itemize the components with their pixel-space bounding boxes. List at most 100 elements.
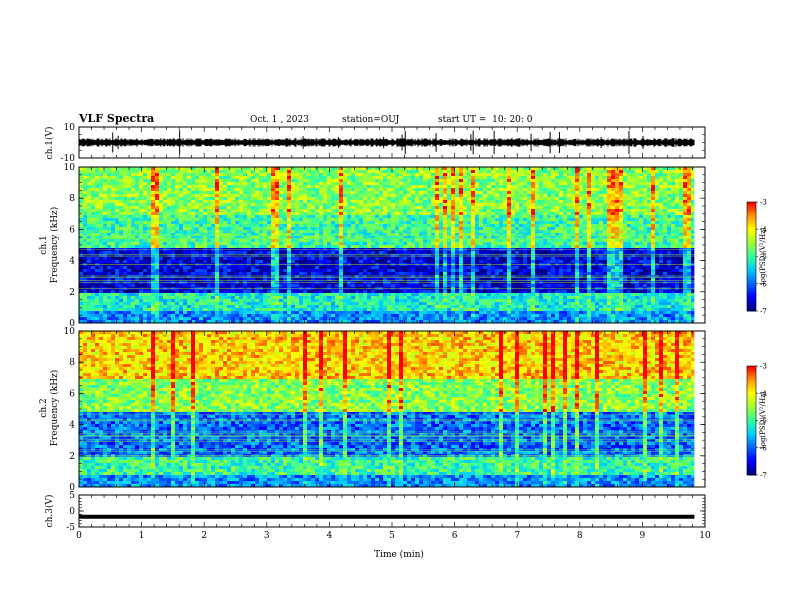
spectrogram-cell xyxy=(175,320,179,323)
spectrogram-cell xyxy=(395,167,399,170)
spectrogram-cell xyxy=(375,203,379,206)
spectrogram-cell xyxy=(227,308,231,311)
spectrogram-cell xyxy=(155,185,159,188)
spectrogram-cell xyxy=(363,173,367,176)
spectrogram-cell xyxy=(275,245,279,248)
spectrogram-cell xyxy=(79,257,83,260)
spectrogram-cell xyxy=(247,269,251,272)
spectrogram-cell xyxy=(279,176,283,179)
spectrogram-cell xyxy=(355,221,359,224)
spectrogram-cell xyxy=(247,191,251,194)
spectrogram-cell xyxy=(171,257,175,260)
spectrogram-cell xyxy=(111,254,115,257)
spectrogram-cell xyxy=(83,188,87,191)
spectrogram-cell xyxy=(199,251,203,254)
spectrogram-cell xyxy=(395,182,399,185)
spectrogram-cell xyxy=(287,251,291,254)
spectrogram-cell xyxy=(315,302,319,305)
spectrogram-cell xyxy=(143,200,147,203)
spectrogram-cell xyxy=(239,179,243,182)
spectrogram-cell xyxy=(95,185,99,188)
spectrogram-cell xyxy=(115,224,119,227)
spectrogram-cell xyxy=(283,260,287,263)
spectrogram-cell xyxy=(247,224,251,227)
spectrogram-cell xyxy=(139,212,143,215)
spectrogram-cell xyxy=(303,269,307,272)
spectrogram-cell xyxy=(183,236,187,239)
spectrogram-cell xyxy=(143,284,147,287)
spectrogram-cell xyxy=(259,308,263,311)
spectrogram-cell xyxy=(375,311,379,314)
spectrogram-cell xyxy=(283,293,287,296)
spectrogram-cell xyxy=(367,200,371,203)
spectrogram-cell xyxy=(343,182,347,185)
spectrogram-cell xyxy=(123,257,127,260)
spectrogram-cell xyxy=(307,176,311,179)
spectrogram-cell xyxy=(231,188,235,191)
spectrogram-cell xyxy=(287,179,291,182)
spectrogram-cell xyxy=(163,293,167,296)
spectrogram-cell xyxy=(119,257,123,260)
spectrogram-cell xyxy=(147,275,151,278)
spectrogram-cell xyxy=(375,260,379,263)
spectrogram-cell xyxy=(251,293,255,296)
spectrogram-cell xyxy=(411,311,415,314)
spectrogram-cell xyxy=(443,245,447,248)
spectrogram-cell xyxy=(423,251,427,254)
spectrogram-cell xyxy=(227,197,231,200)
spectrogram-cell xyxy=(411,221,415,224)
spectrogram-cell xyxy=(351,233,355,236)
spectrogram-cell xyxy=(195,317,199,320)
spectrogram-cell xyxy=(447,242,451,245)
spectrogram-cell xyxy=(87,194,91,197)
spectrogram-cell xyxy=(139,239,143,242)
spectrogram-cell xyxy=(239,278,243,281)
spectrogram-cell xyxy=(119,236,123,239)
spectrogram-cell xyxy=(411,194,415,197)
spectrogram-cell xyxy=(371,218,375,221)
spectrogram-cell xyxy=(323,284,327,287)
spectrogram-cell xyxy=(255,218,259,221)
spectrogram-cell xyxy=(147,245,151,248)
spectrogram-cell xyxy=(391,296,395,299)
spectrogram-cell xyxy=(383,317,387,320)
spectrogram-cell xyxy=(263,320,267,323)
spectrogram-cell xyxy=(335,188,339,191)
spectrogram-cell xyxy=(179,185,183,188)
spectrogram-cell xyxy=(323,173,327,176)
spectrogram-cell xyxy=(239,275,243,278)
spectrogram-cell xyxy=(315,212,319,215)
spectrogram-cell xyxy=(171,260,175,263)
spectrogram-cell xyxy=(219,314,223,317)
spectrogram-cell xyxy=(419,170,423,173)
spectrogram-cell xyxy=(207,305,211,308)
spectrogram-cell xyxy=(143,257,147,260)
spectrogram-cell xyxy=(327,293,331,296)
spectrogram-cell xyxy=(135,170,139,173)
spectrogram-cell xyxy=(371,224,375,227)
spectrogram-cell xyxy=(387,197,391,200)
spectrogram-cell xyxy=(195,200,199,203)
spectrogram-cell xyxy=(439,206,443,209)
spectrogram-cell xyxy=(255,182,259,185)
spectrogram-cell xyxy=(123,320,127,323)
spectrogram-cell xyxy=(175,266,179,269)
spectrogram-cell xyxy=(431,242,435,245)
spectrogram-cell xyxy=(339,230,343,233)
spectrogram-cell xyxy=(307,278,311,281)
spectrogram-cell xyxy=(99,179,103,182)
spectrogram-cell xyxy=(315,239,319,242)
spectrogram-cell xyxy=(219,305,223,308)
spectrogram-cell xyxy=(111,314,115,317)
spectrogram-cell xyxy=(399,212,403,215)
spectrogram-cell xyxy=(207,302,211,305)
spectrogram-cell xyxy=(163,221,167,224)
spectrogram-cell xyxy=(103,191,107,194)
spectrogram-cell xyxy=(323,209,327,212)
spectrogram-cell xyxy=(355,245,359,248)
spectrogram-cell xyxy=(443,227,447,230)
spectrogram-cell xyxy=(151,236,155,239)
spectrogram-cell xyxy=(279,194,283,197)
spectrogram-cell xyxy=(175,278,179,281)
spectrogram-cell xyxy=(111,179,115,182)
